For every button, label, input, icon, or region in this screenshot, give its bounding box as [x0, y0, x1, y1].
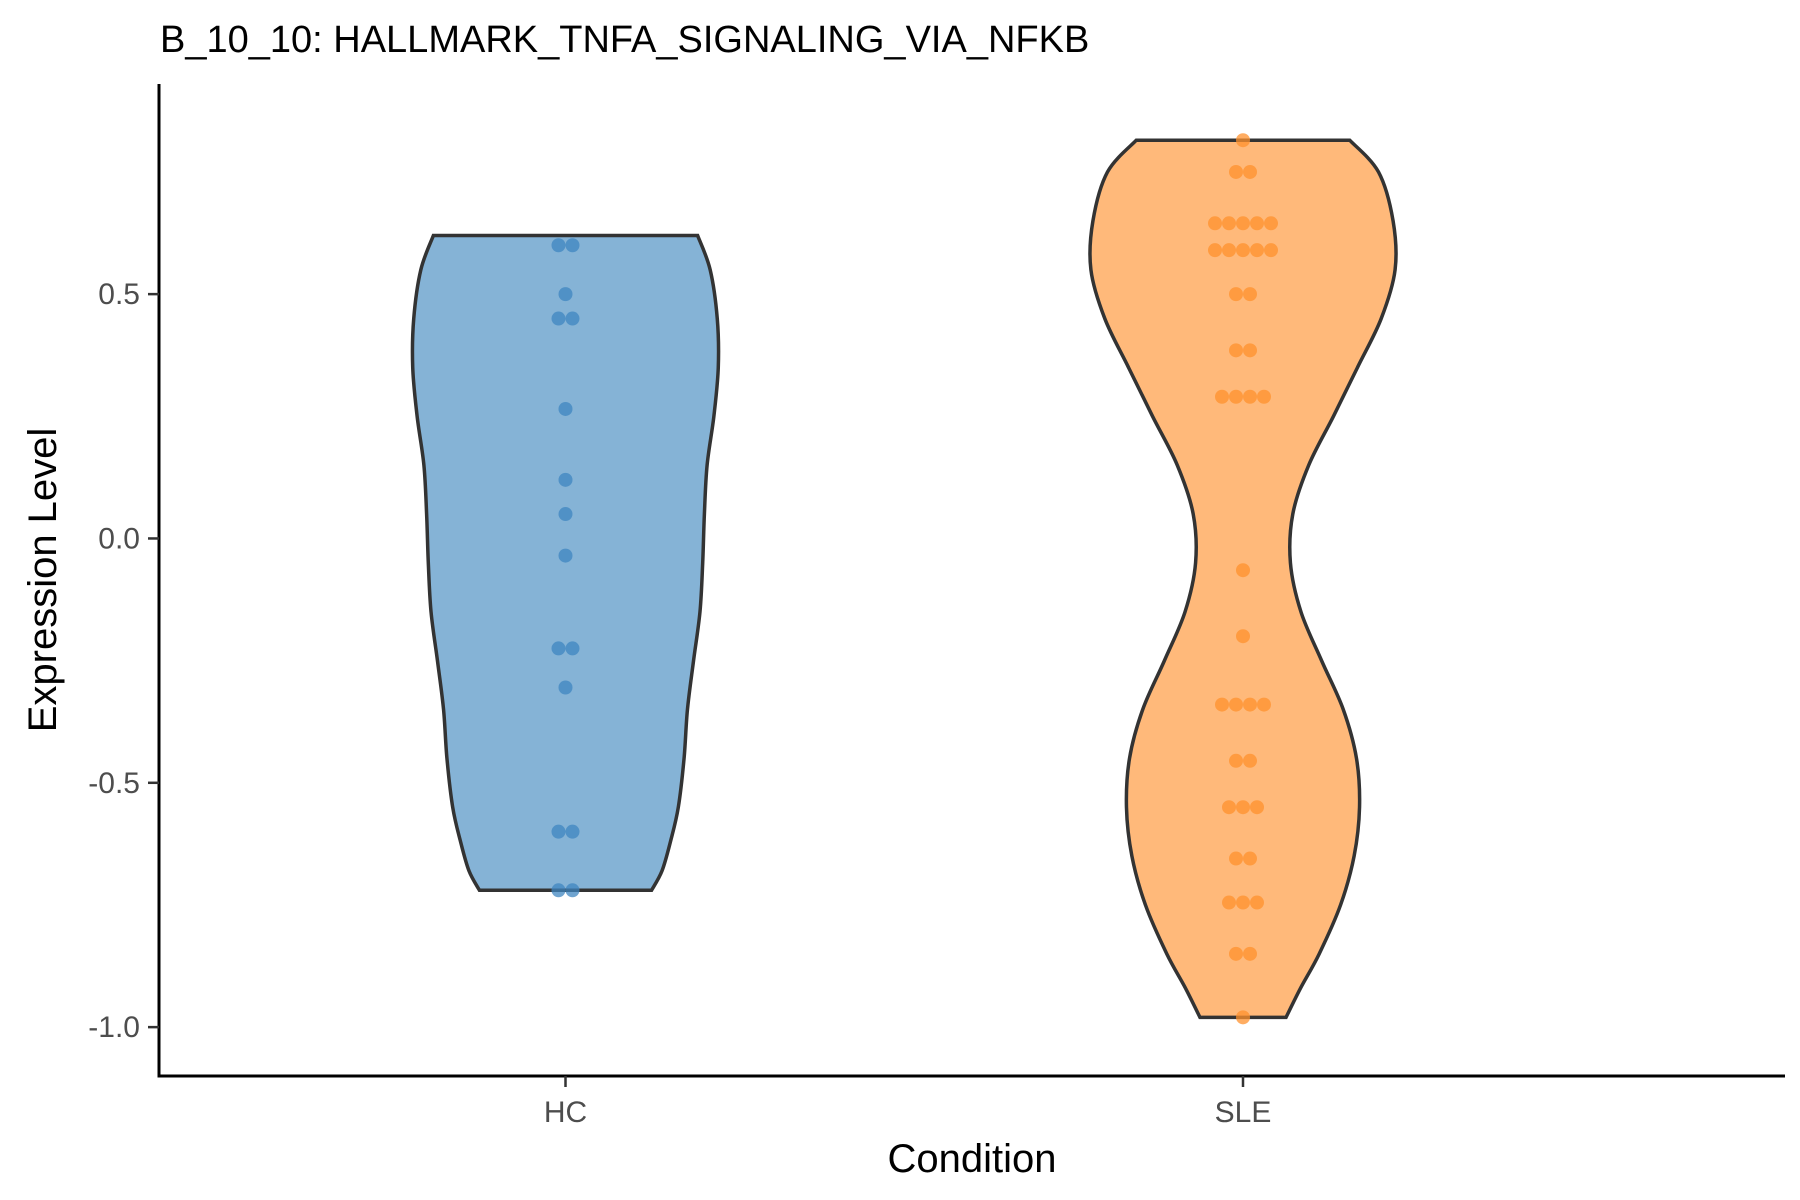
data-point-sle [1229, 851, 1243, 866]
data-point-hc [551, 238, 566, 253]
data-point-hc [565, 824, 580, 839]
data-point-sle [1208, 243, 1222, 258]
violin-hc [410, 233, 721, 893]
data-point-hc [551, 883, 566, 898]
data-point-hc [558, 680, 573, 695]
data-point-sle [1236, 1010, 1250, 1025]
data-point-sle [1222, 895, 1236, 910]
data-point-hc [551, 824, 566, 839]
data-point-hc [558, 507, 573, 522]
data-point-sle [1229, 343, 1243, 358]
data-point-hc [551, 311, 566, 326]
data-point-sle [1229, 753, 1243, 768]
data-point-sle [1250, 243, 1264, 258]
data-point-sle [1250, 800, 1264, 815]
data-point-sle [1229, 389, 1243, 404]
data-point-sle [1264, 243, 1278, 258]
data-point-sle [1229, 287, 1243, 302]
data-point-hc [565, 883, 580, 898]
x-axis-title: Condition [887, 1137, 1056, 1181]
data-point-sle [1243, 697, 1257, 712]
data-point-hc [558, 287, 573, 302]
data-point-hc [558, 548, 573, 563]
plot-area [410, 133, 1398, 1025]
violin-sle [1088, 138, 1398, 1020]
data-point-hc [558, 472, 573, 487]
y-axis: -1.0 -0.5 0.0 0.5 [88, 278, 159, 1044]
y-tick-label: -0.5 [88, 767, 140, 800]
data-point-sle [1257, 389, 1271, 404]
y-tick-label: -1.0 [88, 1011, 140, 1044]
data-point-sle [1236, 133, 1250, 148]
data-point-sle [1243, 164, 1257, 179]
data-point-sle [1250, 216, 1264, 231]
data-point-sle [1215, 697, 1229, 712]
data-point-hc [551, 641, 566, 656]
data-point-sle [1250, 895, 1264, 910]
data-point-sle [1243, 851, 1257, 866]
data-point-sle [1229, 946, 1243, 961]
data-point-sle [1243, 389, 1257, 404]
y-tick-label: 0.0 [98, 522, 140, 555]
data-point-sle [1229, 697, 1243, 712]
data-point-sle [1243, 946, 1257, 961]
data-point-sle [1236, 243, 1250, 258]
data-point-sle [1264, 216, 1278, 231]
data-point-sle [1215, 389, 1229, 404]
data-point-sle [1222, 800, 1236, 815]
data-point-sle [1243, 753, 1257, 768]
data-point-hc [565, 641, 580, 656]
data-point-sle [1229, 164, 1243, 179]
data-point-hc [565, 311, 580, 326]
data-point-sle [1236, 895, 1250, 910]
data-point-sle [1236, 629, 1250, 644]
data-point-sle [1222, 243, 1236, 258]
data-point-sle [1236, 563, 1250, 578]
data-point-sle [1243, 287, 1257, 302]
y-tick-label: 0.5 [98, 278, 140, 311]
x-tick-label: SLE [1215, 1096, 1272, 1129]
data-point-sle [1257, 697, 1271, 712]
data-point-hc [565, 238, 580, 253]
x-tick-label: HC [544, 1096, 587, 1129]
data-point-sle [1236, 216, 1250, 231]
x-axis: HC SLE [544, 1076, 1272, 1129]
y-axis-title: Expression Level [21, 428, 65, 733]
data-point-sle [1236, 800, 1250, 815]
data-point-sle [1208, 216, 1222, 231]
data-point-sle [1222, 216, 1236, 231]
data-point-hc [558, 401, 573, 416]
data-point-sle [1243, 343, 1257, 358]
chart-title: B_10_10: HALLMARK_TNFA_SIGNALING_VIA_NFK… [160, 19, 1089, 61]
